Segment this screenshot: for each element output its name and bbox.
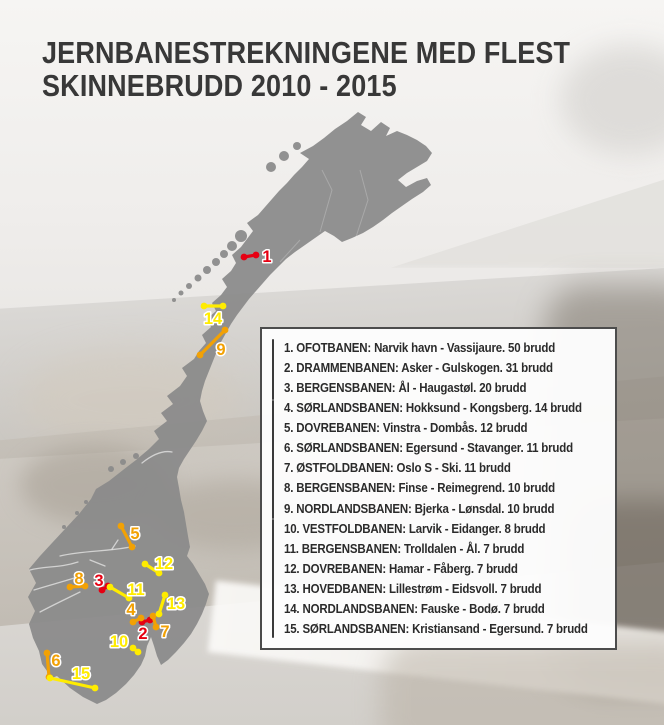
legend-swatch-yellow [272, 518, 274, 638]
legend-color-bar [272, 339, 274, 638]
map-marker-11: 11 [106, 580, 146, 602]
map-marker-13: 13 [155, 591, 187, 618]
legend-item-1: 1. OFOTBANEN: Narvik havn - Vassijaure. … [284, 341, 556, 355]
svg-text:12: 12 [155, 555, 173, 573]
map-marker-9: 9 [196, 326, 229, 361]
legend-box: 1. OFOTBANEN: Narvik havn - Vassijaure. … [260, 327, 617, 650]
legend-item-4: 4. SØRLANDSBANEN: Hokksund - Kongsberg. … [284, 401, 582, 416]
map-marker-4: 4 [125, 600, 145, 626]
legend-item-15: 15. SØRLANDSBANEN: Kristiansand - Egersu… [284, 621, 588, 636]
legend-rows: 1. OFOTBANEN: Narvik havn - Vassijaure. … [284, 337, 654, 640]
legend-item-2: 2. DRAMMENBANEN: Asker - Gulskogen. 31 b… [284, 361, 553, 376]
map-marker-12: 12 [141, 554, 175, 577]
svg-text:4: 4 [126, 601, 136, 619]
bg-bottom-gravel [380, 640, 664, 725]
legend-item-8: 8. BERGENSBANEN: Finse - Reimegrend. 10 … [284, 481, 555, 496]
page-title: JERNBANESTREKNINGENE MED FLEST SKINNEBRU… [42, 36, 570, 102]
svg-text:7: 7 [160, 623, 169, 641]
legend-swatch-red [272, 339, 274, 400]
map-marker-8: 8 [66, 569, 89, 591]
page-title-line2: SKINNEBRUDD 2010 - 2015 [42, 68, 397, 103]
svg-text:8: 8 [74, 570, 83, 588]
svg-text:1: 1 [262, 248, 271, 266]
svg-text:3: 3 [94, 572, 103, 590]
map-marker-14: 14 [200, 302, 227, 330]
map-marker-6: 6 [43, 649, 62, 681]
svg-text:5: 5 [130, 525, 139, 543]
svg-text:9: 9 [216, 341, 225, 359]
legend-item-10: 10. VESTFOLDBANEN: Larvik - Eidanger. 8 … [284, 521, 546, 536]
map-marker-1: 1 [240, 247, 273, 268]
legend-item-5: 5. DOVREBANEN: Vinstra - Dombås. 12 brud… [284, 421, 528, 436]
map-marker-15: 15 [46, 664, 99, 692]
legend-item-11: 11. BERGENSBANEN: Trolldalen - Ål. 7 bru… [284, 541, 525, 556]
svg-text:15: 15 [72, 665, 90, 683]
legend-item-9: 9. NORDLANDSBANEN: Bjerka - Lønsdal. 10 … [284, 501, 555, 516]
map-marker-10: 10 [108, 632, 142, 656]
legend-item-7: 7. ØSTFOLDBANEN: Oslo S - Ski. 11 brudd [284, 461, 511, 476]
svg-text:11: 11 [127, 581, 144, 599]
legend-item-14: 14. NORDLANDSBANEN: Fauske - Bodø. 7 bru… [284, 601, 545, 616]
svg-text:2: 2 [138, 625, 147, 643]
legend-item-3: 3. BERGENSBANEN: Ål - Haugastøl. 20 brud… [284, 381, 527, 396]
bg-corner-shade [560, 45, 664, 155]
legend-item-13: 13. HOVEDBANEN: Lillestrøm - Eidsvoll. 7… [284, 581, 542, 596]
norway-silhouette [28, 112, 432, 704]
svg-text:10: 10 [110, 633, 128, 651]
legend-item-6: 6. SØRLANDSBANEN: Egersund - Stavanger. … [284, 441, 573, 456]
page-title-line1: JERNBANESTREKNINGENE MED FLEST [42, 35, 571, 70]
map-marker-7: 7 [149, 612, 171, 643]
svg-text:6: 6 [51, 652, 60, 670]
svg-text:14: 14 [204, 310, 223, 328]
map-marker-5: 5 [117, 522, 141, 551]
svg-text:13: 13 [167, 595, 185, 613]
legend-swatch-orange [272, 399, 274, 519]
legend-item-12: 12. DOVREBANEN: Hamar - Fåberg. 7 brudd [284, 561, 518, 576]
